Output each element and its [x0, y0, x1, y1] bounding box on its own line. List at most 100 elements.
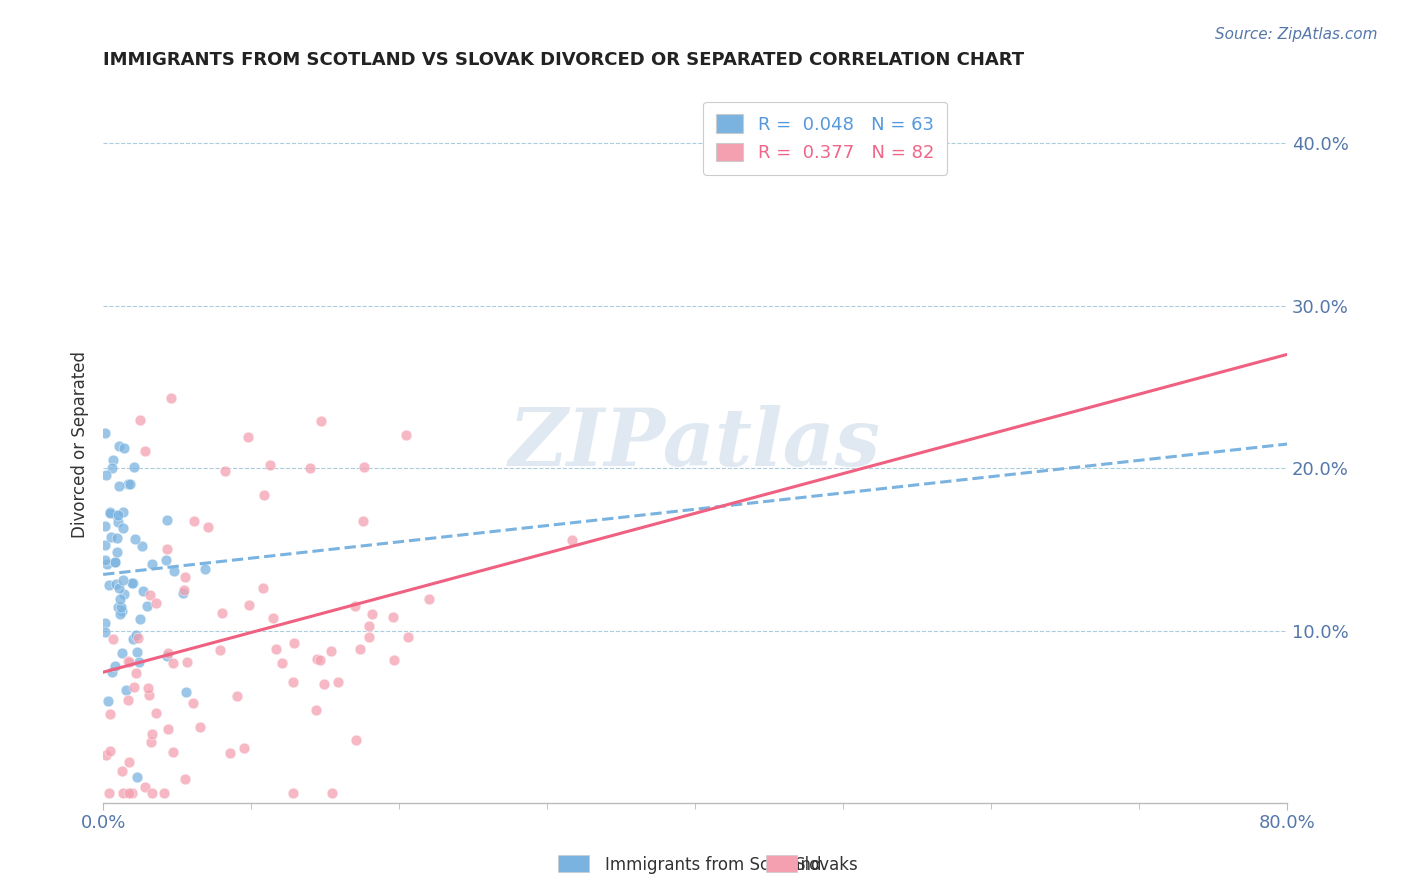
Point [238, 598, 260, 612]
Point [183, 514, 205, 528]
Point [125, 628, 148, 642]
Point [94, 518, 117, 533]
Point [145, 596, 167, 610]
Point [121, 575, 143, 590]
Point [124, 532, 146, 546]
Point [104, 658, 127, 673]
Point [111, 574, 134, 588]
Point [131, 539, 153, 553]
Point [108, 479, 131, 493]
Point [108, 439, 131, 453]
Point [264, 641, 287, 656]
Point [96, 557, 118, 571]
Point [156, 512, 179, 526]
Point [108, 607, 131, 622]
Point [111, 764, 134, 779]
Point [111, 604, 134, 618]
Point [309, 653, 332, 667]
Point [125, 666, 148, 681]
Point [194, 562, 217, 576]
Point [226, 689, 249, 703]
Point [163, 564, 186, 578]
Point [127, 770, 149, 784]
Point [305, 703, 328, 717]
Point [252, 581, 274, 595]
Point [176, 656, 198, 670]
Point [118, 786, 141, 800]
Point [112, 441, 135, 455]
Point [110, 646, 132, 660]
Point [101, 632, 124, 647]
Point [136, 681, 159, 695]
Point [357, 630, 380, 644]
Point [211, 606, 233, 620]
Point [214, 464, 236, 478]
Point [112, 786, 135, 800]
Point [93, 624, 115, 639]
Point [117, 693, 139, 707]
Point [381, 610, 404, 624]
Point [111, 520, 134, 534]
Point [122, 680, 145, 694]
Point [162, 745, 184, 759]
Point [197, 520, 219, 534]
Point [101, 665, 124, 679]
Point [107, 600, 129, 615]
Point [94, 425, 117, 440]
Point [259, 458, 281, 472]
Point [100, 529, 122, 543]
Point [98, 707, 121, 722]
Point [94, 748, 117, 763]
Point [174, 772, 197, 786]
Point [561, 533, 583, 548]
Point [233, 741, 256, 756]
Point [319, 644, 342, 658]
Point [262, 611, 284, 625]
Point [118, 655, 141, 669]
Point [172, 586, 194, 600]
Point [141, 786, 163, 800]
Point [118, 756, 141, 770]
Point [122, 459, 145, 474]
Point [141, 727, 163, 741]
Point [138, 688, 160, 702]
Point [238, 430, 260, 444]
Point [314, 677, 336, 691]
Legend: R =  0.048   N = 63, R =  0.377   N = 82: R = 0.048 N = 63, R = 0.377 N = 82 [703, 102, 946, 175]
Point [112, 587, 135, 601]
Point [283, 636, 305, 650]
Point [114, 683, 136, 698]
Point [98, 505, 121, 519]
Point [93, 553, 115, 567]
Point [117, 654, 139, 668]
Point [135, 599, 157, 614]
Point [107, 516, 129, 530]
Point [98, 744, 121, 758]
Point [104, 555, 127, 569]
Point [349, 642, 371, 657]
Point [139, 588, 162, 602]
Point [104, 577, 127, 591]
Point [298, 461, 321, 475]
Point [105, 545, 128, 559]
Text: Source: ZipAtlas.com: Source: ZipAtlas.com [1215, 27, 1378, 42]
Point [155, 552, 177, 566]
Point [395, 428, 418, 442]
Point [129, 612, 152, 626]
Point [344, 732, 367, 747]
Point [208, 643, 231, 657]
Point [281, 674, 304, 689]
Point [152, 786, 174, 800]
Point [344, 599, 367, 613]
Point [97, 786, 120, 800]
Point [111, 505, 134, 519]
Point [156, 722, 179, 736]
Point [132, 584, 155, 599]
Point [141, 557, 163, 571]
Point [321, 786, 343, 800]
Point [281, 786, 304, 800]
Point [121, 786, 143, 800]
Point [128, 655, 150, 669]
Point [219, 746, 242, 760]
Point [125, 645, 148, 659]
